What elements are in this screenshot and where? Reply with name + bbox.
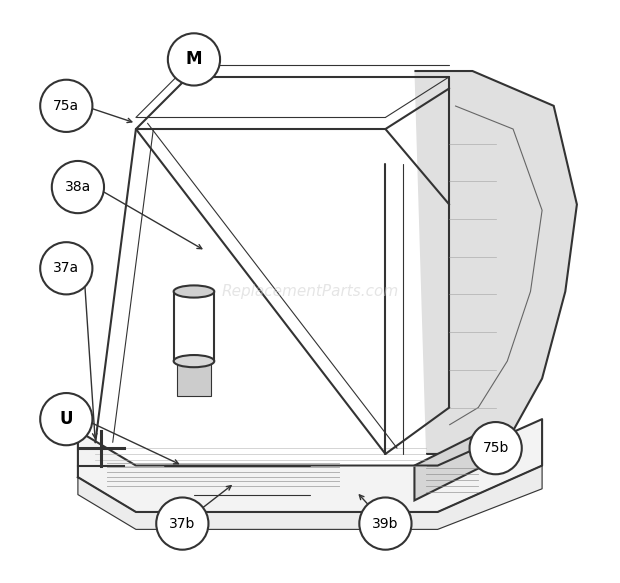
Text: 39b: 39b <box>372 517 399 531</box>
Polygon shape <box>78 419 542 512</box>
Circle shape <box>52 161 104 213</box>
Circle shape <box>469 422 522 474</box>
Ellipse shape <box>174 355 215 367</box>
Text: 37b: 37b <box>169 517 195 531</box>
Text: 38a: 38a <box>64 180 91 194</box>
Circle shape <box>40 80 92 132</box>
Circle shape <box>168 33 220 86</box>
Circle shape <box>360 497 412 550</box>
Circle shape <box>156 497 208 550</box>
Text: 37a: 37a <box>53 261 79 275</box>
Polygon shape <box>414 431 484 500</box>
Polygon shape <box>414 71 577 454</box>
Circle shape <box>40 242 92 294</box>
Ellipse shape <box>174 286 215 297</box>
Polygon shape <box>78 466 542 529</box>
Text: 75a: 75a <box>53 99 79 113</box>
Text: ReplacementParts.com: ReplacementParts.com <box>221 284 399 299</box>
Circle shape <box>40 393 92 445</box>
Bar <box>177 361 211 396</box>
Text: M: M <box>186 50 202 68</box>
Text: U: U <box>60 410 73 428</box>
Text: 75b: 75b <box>482 441 509 455</box>
